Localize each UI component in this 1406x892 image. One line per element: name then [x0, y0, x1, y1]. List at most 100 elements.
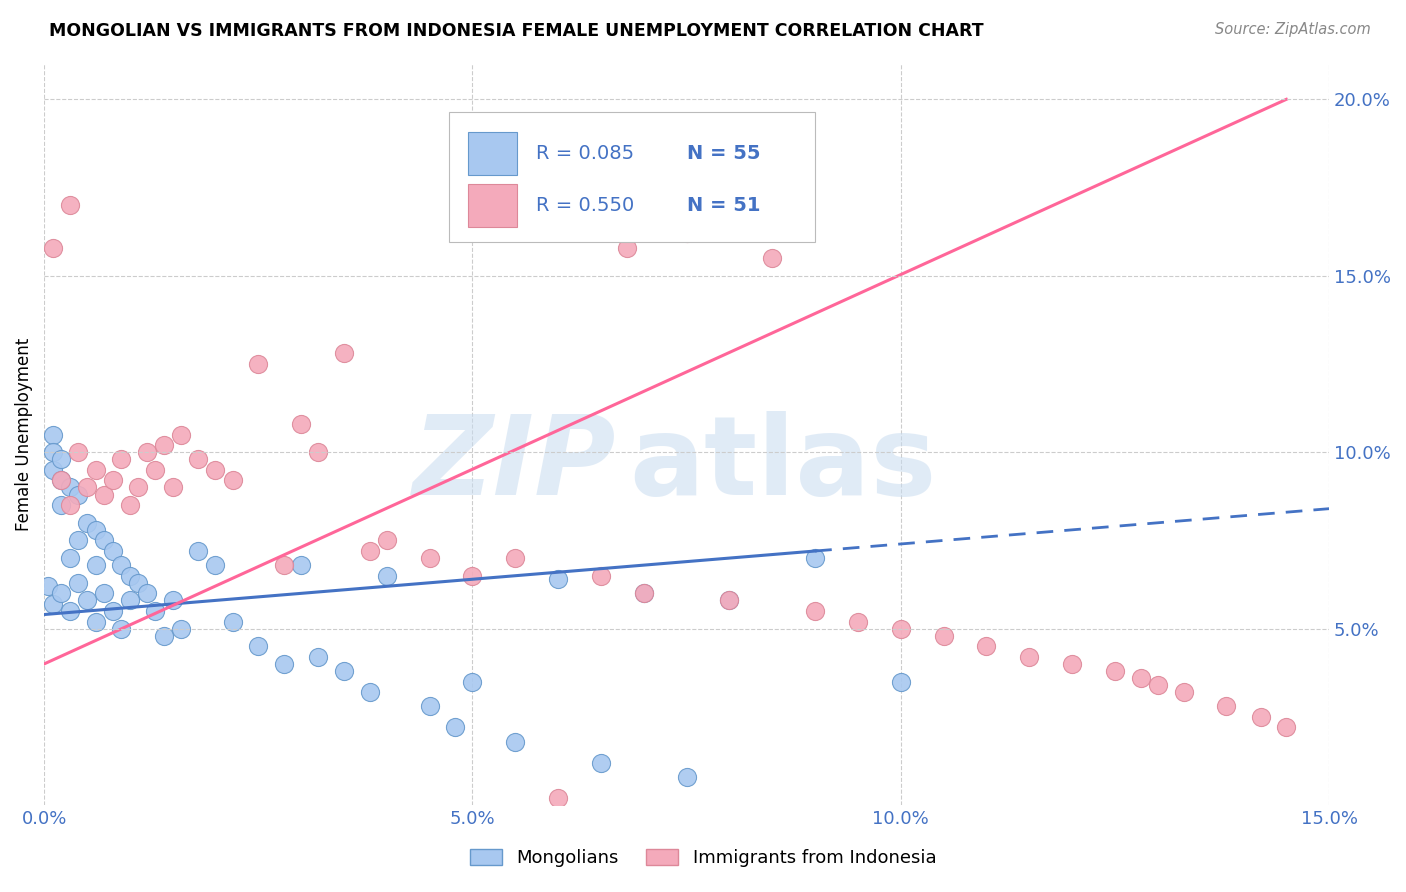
Point: [41, 427, 63, 442]
Point: [187, 452, 209, 467]
Point: [1250, 710, 1272, 724]
Point: [375, 568, 398, 582]
Point: [51, 586, 73, 600]
Legend: Mongolians, Immigrants from Indonesia: Mongolians, Immigrants from Indonesia: [463, 841, 943, 874]
FancyBboxPatch shape: [468, 184, 517, 227]
Point: [804, 604, 827, 618]
Point: [1275, 721, 1298, 735]
Point: [67, 445, 90, 459]
Point: [307, 649, 329, 664]
Point: [675, 227, 697, 241]
Point: [101, 604, 124, 618]
Point: [84, 463, 107, 477]
Point: [1104, 664, 1126, 678]
Point: [37, 579, 59, 593]
Point: [204, 558, 226, 573]
Point: [890, 674, 912, 689]
Point: [419, 551, 441, 566]
Text: R = 0.085: R = 0.085: [536, 145, 634, 163]
Point: [1146, 678, 1168, 692]
Point: [461, 674, 484, 689]
Point: [110, 452, 132, 467]
Point: [221, 474, 243, 488]
Point: [127, 481, 149, 495]
Point: [76, 593, 98, 607]
Point: [84, 523, 107, 537]
Point: [162, 481, 184, 495]
Point: [890, 622, 912, 636]
Point: [273, 558, 295, 573]
Point: [1173, 685, 1195, 699]
Point: [1018, 649, 1040, 664]
Point: [589, 568, 612, 582]
Text: N = 51: N = 51: [686, 196, 761, 215]
Point: [359, 544, 381, 558]
Point: [718, 593, 741, 607]
Point: [804, 551, 827, 566]
Point: [503, 551, 526, 566]
Text: atlas: atlas: [628, 410, 936, 517]
Point: [718, 593, 741, 607]
Point: [84, 558, 107, 573]
Point: [247, 640, 270, 654]
Y-axis label: Female Unemployment: Female Unemployment: [15, 338, 32, 532]
Point: [135, 445, 157, 459]
Point: [290, 558, 312, 573]
Point: [51, 474, 73, 488]
Point: [419, 699, 441, 714]
Point: [51, 452, 73, 467]
Point: [1062, 657, 1084, 671]
Point: [633, 586, 655, 600]
Point: [153, 629, 176, 643]
Text: MONGOLIAN VS IMMIGRANTS FROM INDONESIA FEMALE UNEMPLOYMENT CORRELATION CHART: MONGOLIAN VS IMMIGRANTS FROM INDONESIA F…: [49, 22, 984, 40]
Point: [359, 685, 381, 699]
Point: [59, 551, 82, 566]
Point: [67, 533, 90, 548]
Point: [101, 474, 124, 488]
Point: [153, 438, 176, 452]
Point: [170, 622, 193, 636]
FancyBboxPatch shape: [449, 112, 815, 242]
Point: [118, 593, 141, 607]
Text: R = 0.550: R = 0.550: [536, 196, 634, 215]
Point: [145, 604, 167, 618]
Point: [616, 241, 638, 255]
Point: [59, 198, 82, 212]
Point: [67, 575, 90, 590]
Point: [761, 251, 783, 265]
Point: [633, 586, 655, 600]
Point: [67, 487, 90, 501]
Point: [135, 586, 157, 600]
Point: [41, 445, 63, 459]
Point: [547, 572, 569, 586]
Point: [273, 657, 295, 671]
Point: [76, 516, 98, 530]
Point: [976, 640, 998, 654]
Point: [145, 463, 167, 477]
Point: [187, 544, 209, 558]
Point: [547, 791, 569, 805]
Point: [110, 622, 132, 636]
Point: [932, 629, 955, 643]
Point: [1215, 699, 1237, 714]
Text: Source: ZipAtlas.com: Source: ZipAtlas.com: [1215, 22, 1371, 37]
Point: [59, 498, 82, 512]
Point: [93, 533, 115, 548]
Point: [307, 445, 329, 459]
Point: [41, 463, 63, 477]
Point: [375, 533, 398, 548]
Point: [170, 427, 193, 442]
Point: [59, 481, 82, 495]
Point: [101, 544, 124, 558]
Point: [51, 498, 73, 512]
Point: [110, 558, 132, 573]
Point: [675, 770, 697, 784]
Point: [59, 604, 82, 618]
Point: [127, 575, 149, 590]
Point: [247, 357, 270, 371]
Point: [162, 593, 184, 607]
Point: [503, 734, 526, 748]
Point: [41, 597, 63, 611]
Point: [41, 241, 63, 255]
Point: [589, 756, 612, 770]
